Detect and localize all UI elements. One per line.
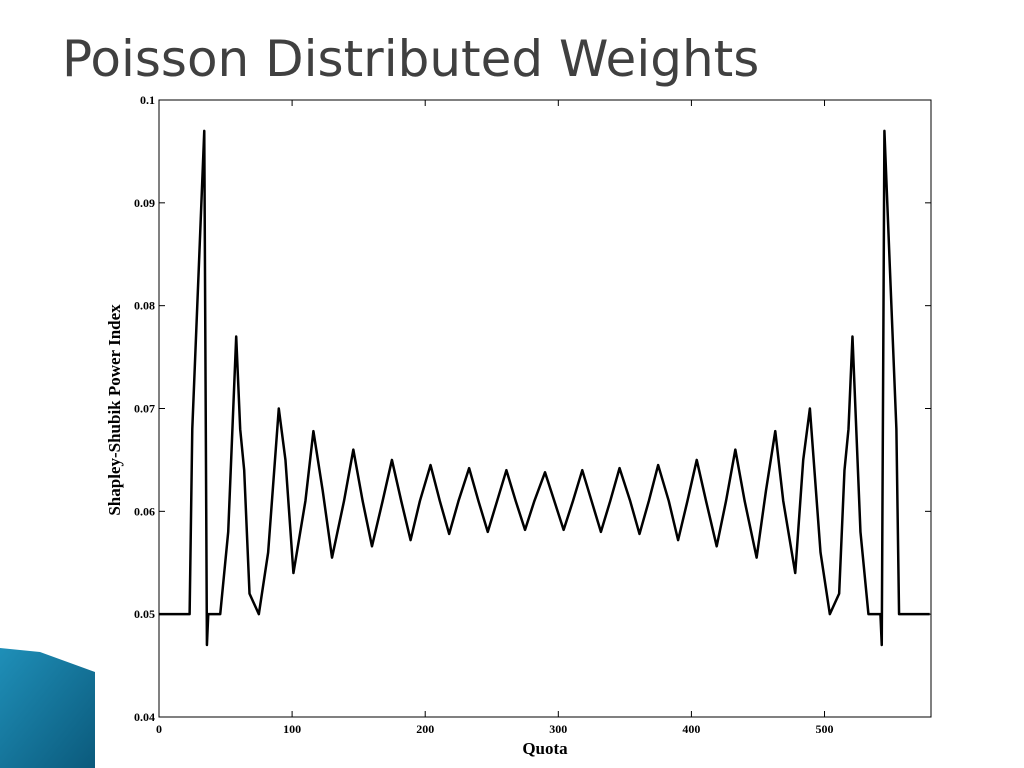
y-tick-label: 0.09 — [134, 196, 155, 210]
y-axis-label: Shapley-Shubik Power Index — [105, 304, 124, 516]
x-axis-label: Quota — [522, 739, 568, 758]
x-tick-label: 300 — [549, 722, 567, 736]
y-tick-label: 0.04 — [134, 710, 155, 724]
x-tick-label: 400 — [682, 722, 700, 736]
y-tick-label: 0.07 — [134, 402, 155, 416]
slide-decoration — [0, 648, 95, 768]
y-tick-label: 0.1 — [140, 93, 155, 107]
x-tick-label: 200 — [416, 722, 434, 736]
x-tick-label: 500 — [816, 722, 834, 736]
slide-title: Poisson Distributed Weights — [62, 30, 759, 88]
x-tick-label: 0 — [156, 722, 162, 736]
x-tick-label: 100 — [283, 722, 301, 736]
data-line — [159, 129, 930, 647]
y-tick-label: 0.08 — [134, 299, 155, 313]
plot-frame — [158, 99, 932, 718]
y-tick-label: 0.06 — [134, 504, 155, 518]
y-tick-label: 0.05 — [134, 607, 155, 621]
